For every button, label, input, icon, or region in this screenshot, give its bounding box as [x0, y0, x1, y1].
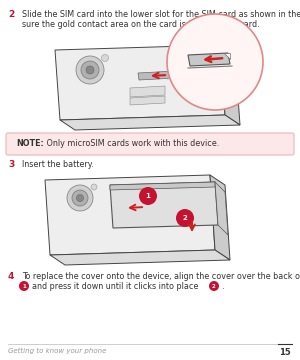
Text: 4: 4 [8, 272, 14, 281]
Text: 2: 2 [8, 10, 14, 19]
Text: 1: 1 [22, 284, 26, 289]
Polygon shape [50, 250, 230, 265]
Circle shape [81, 61, 99, 79]
Circle shape [139, 187, 157, 205]
Circle shape [209, 281, 219, 291]
Polygon shape [110, 182, 215, 190]
Polygon shape [55, 45, 225, 120]
Circle shape [167, 14, 263, 110]
Circle shape [67, 185, 93, 211]
Circle shape [101, 54, 109, 62]
Polygon shape [130, 86, 165, 97]
Text: .: . [221, 282, 224, 291]
Text: and press it down until it clicks into place: and press it down until it clicks into p… [32, 282, 198, 291]
Polygon shape [215, 182, 228, 235]
Circle shape [76, 56, 104, 84]
Circle shape [86, 66, 94, 74]
Polygon shape [188, 53, 230, 66]
Text: Insert the battery.: Insert the battery. [22, 160, 94, 169]
Polygon shape [60, 115, 240, 130]
Circle shape [176, 209, 194, 227]
Text: 2: 2 [183, 216, 188, 221]
Circle shape [76, 194, 83, 202]
Circle shape [19, 281, 29, 291]
Polygon shape [130, 96, 165, 105]
Polygon shape [210, 175, 230, 260]
Text: Getting to know your phone: Getting to know your phone [8, 348, 106, 354]
Polygon shape [220, 45, 240, 125]
Polygon shape [224, 53, 230, 59]
Text: NOTE:: NOTE: [16, 139, 44, 148]
FancyBboxPatch shape [6, 133, 294, 155]
Text: 3: 3 [8, 160, 14, 169]
Text: Only microSIM cards work with this device.: Only microSIM cards work with this devic… [44, 139, 219, 148]
Circle shape [72, 190, 88, 206]
Text: Slide the SIM card into the lower slot for the SIM card as shown in the figure. : Slide the SIM card into the lower slot f… [22, 10, 300, 19]
Text: 2: 2 [212, 284, 216, 289]
Circle shape [91, 184, 97, 190]
Polygon shape [138, 71, 176, 80]
Text: sure the gold contact area on the card is facing downward.: sure the gold contact area on the card i… [22, 20, 260, 29]
Polygon shape [110, 182, 218, 228]
Text: To replace the cover onto the device, align the cover over the back of the phone: To replace the cover onto the device, al… [22, 272, 300, 281]
Polygon shape [45, 175, 215, 255]
Text: 15: 15 [279, 348, 291, 357]
Text: 1: 1 [146, 194, 150, 199]
